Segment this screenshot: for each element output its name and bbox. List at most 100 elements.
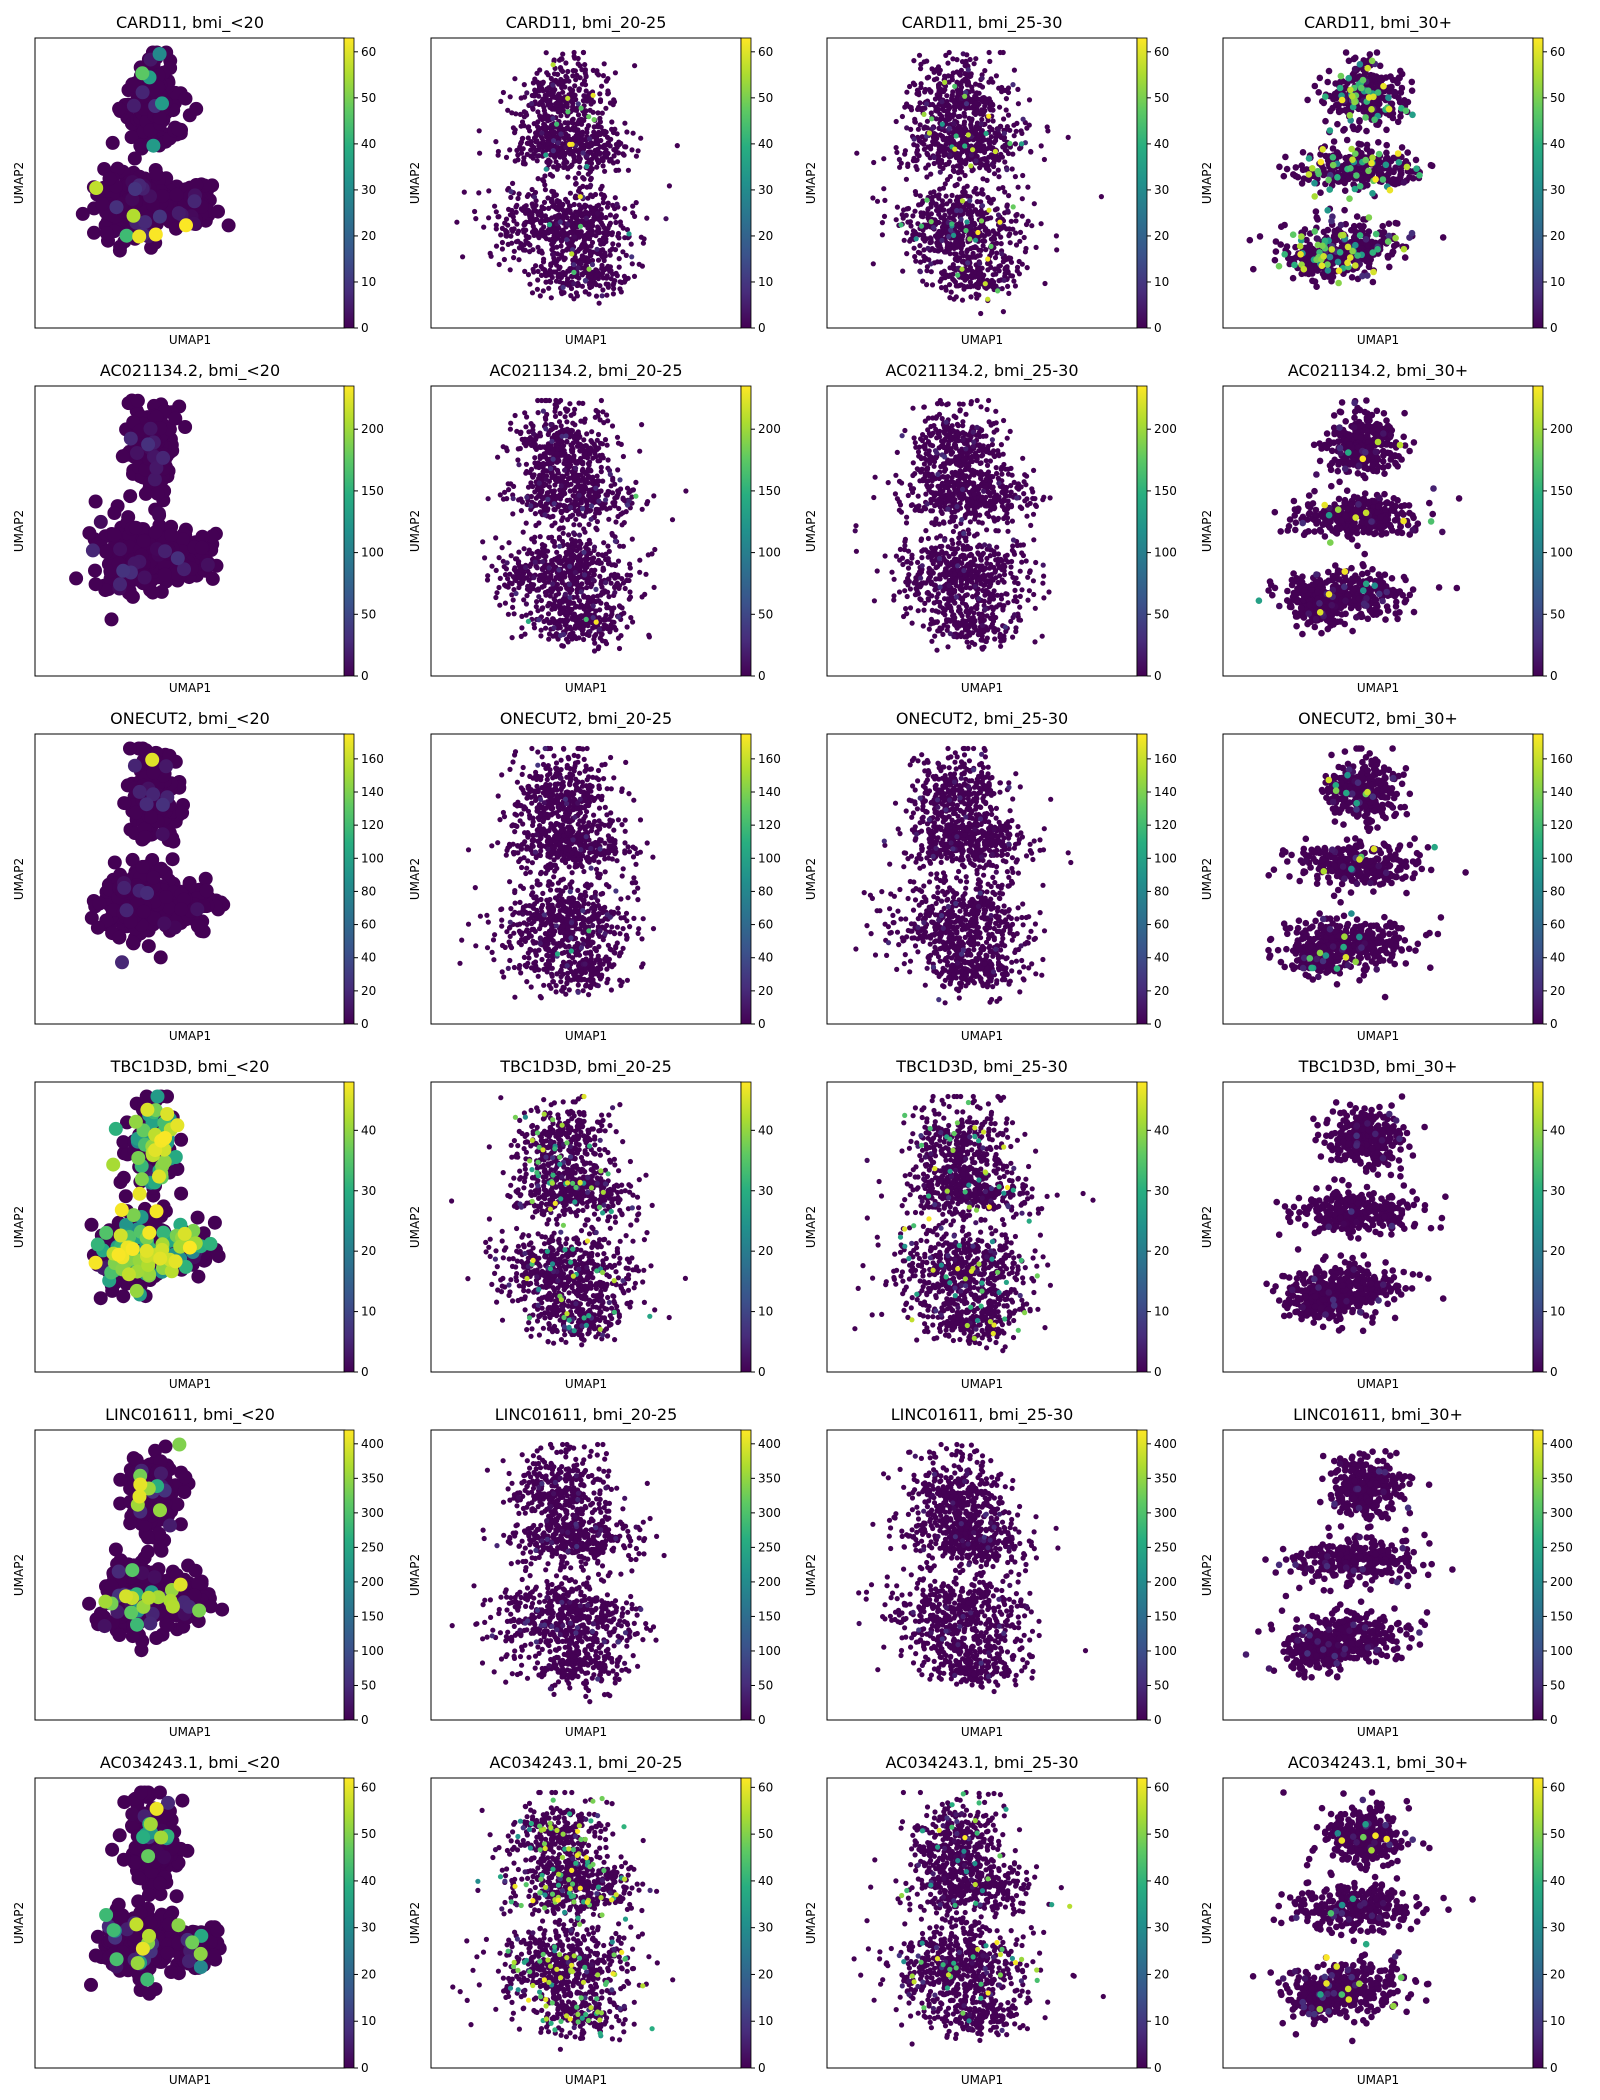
cell-point <box>986 114 991 119</box>
cell-point <box>565 222 570 227</box>
cell-point <box>1357 232 1364 239</box>
cell-point <box>1309 165 1316 172</box>
cell-point <box>532 194 537 199</box>
cell-point <box>939 145 944 150</box>
cell-point <box>928 261 933 266</box>
cell-point <box>1006 193 1011 198</box>
cell-point <box>920 106 925 111</box>
cell-point <box>505 223 510 228</box>
cell-point <box>576 112 581 117</box>
cell-point <box>170 188 184 202</box>
cell-point <box>956 90 961 95</box>
cell-point <box>547 222 552 227</box>
colorbar-tick-label: 10 <box>1550 275 1565 289</box>
cell-point <box>997 220 1002 225</box>
cell-point <box>110 200 124 214</box>
cell-point <box>1284 166 1291 173</box>
cell-point <box>988 244 993 249</box>
cell-point <box>1290 275 1297 282</box>
cell-point <box>515 231 520 236</box>
cell-point <box>880 232 885 237</box>
cell-point <box>583 209 588 214</box>
cell-point <box>998 235 1003 240</box>
cell-point <box>1319 146 1326 153</box>
colorbar-tick-label: 50 <box>1154 91 1169 105</box>
cell-point <box>934 208 939 213</box>
cell-point <box>546 140 551 145</box>
cell-point <box>938 279 943 284</box>
cell-point <box>1403 108 1410 115</box>
cell-point <box>929 269 934 274</box>
cell-point <box>985 178 990 183</box>
cell-point <box>588 252 593 257</box>
cell-point <box>970 209 975 214</box>
cell-point <box>462 190 467 195</box>
cell-point <box>951 121 956 126</box>
cell-point <box>915 152 920 157</box>
cell-point <box>608 268 613 273</box>
x-axis-label: UMAP1 <box>961 333 1003 347</box>
cell-point <box>533 263 538 268</box>
cell-point <box>616 231 621 236</box>
cell-point <box>936 151 941 156</box>
cell-point <box>132 230 146 244</box>
cell-point <box>1354 213 1361 220</box>
cell-point <box>959 80 964 85</box>
cell-point <box>572 235 577 240</box>
cell-point <box>988 265 993 270</box>
cell-point <box>958 106 963 111</box>
cell-point <box>556 107 561 112</box>
cell-point <box>523 228 528 233</box>
cell-point <box>588 177 593 182</box>
cell-point <box>911 156 916 161</box>
cell-point <box>569 242 574 247</box>
cell-point <box>957 233 962 238</box>
cell-point <box>978 161 983 166</box>
cell-point <box>547 237 552 242</box>
cell-point <box>925 246 930 251</box>
cell-point <box>606 282 611 287</box>
cell-point <box>477 128 482 133</box>
cell-point <box>618 279 623 284</box>
cell-point <box>980 76 985 81</box>
cell-point <box>947 215 952 220</box>
cell-point <box>882 214 887 219</box>
cell-point <box>1345 176 1352 183</box>
cell-point <box>563 197 568 202</box>
cell-point <box>983 247 988 252</box>
cell-point <box>541 224 546 229</box>
cell-point <box>579 131 584 136</box>
cell-point <box>514 222 519 227</box>
cell-point <box>559 57 564 62</box>
cell-point <box>1027 97 1032 102</box>
cell-point <box>486 215 491 220</box>
cell-point <box>964 249 969 254</box>
cell-point <box>934 67 939 72</box>
cell-point <box>1404 149 1411 156</box>
cell-point <box>996 127 1001 132</box>
cell-point <box>926 75 931 80</box>
cell-point <box>1247 237 1254 244</box>
cell-point <box>1397 174 1404 181</box>
umap-panel: CARD11, bmi_20-25UMAP1UMAP20102030405060 <box>408 13 773 347</box>
cell-point <box>916 127 921 132</box>
cell-point <box>570 88 575 93</box>
cell-point <box>565 96 570 101</box>
cell-point <box>1315 242 1322 249</box>
cell-point <box>1391 89 1398 96</box>
x-axis-label: UMAP1 <box>169 333 211 347</box>
cell-point <box>996 174 1001 179</box>
cell-point <box>965 260 970 265</box>
cell-point <box>1346 195 1353 202</box>
cell-point <box>1013 218 1018 223</box>
cell-point <box>675 143 680 148</box>
cell-point <box>925 207 930 212</box>
cell-point <box>988 215 993 220</box>
cell-point <box>594 136 599 141</box>
cell-point <box>1029 223 1034 228</box>
cell-point <box>1349 156 1356 163</box>
cell-point <box>1342 187 1349 194</box>
cell-point <box>557 265 562 270</box>
cell-point <box>1322 93 1329 100</box>
cell-point <box>89 495 103 509</box>
